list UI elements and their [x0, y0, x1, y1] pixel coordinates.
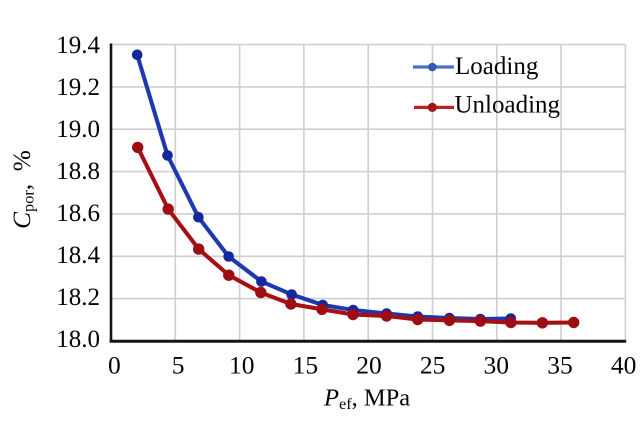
svg-text:15: 15 — [293, 351, 319, 380]
svg-text:18.6: 18.6 — [56, 200, 100, 227]
svg-text:40: 40 — [611, 351, 637, 380]
svg-text:18.4: 18.4 — [56, 242, 100, 269]
svg-text:18.0: 18.0 — [56, 326, 100, 353]
svg-text:Pef, MPa: Pef, MPa — [323, 385, 410, 414]
svg-text:18.8: 18.8 — [56, 158, 100, 185]
svg-text:0: 0 — [108, 351, 121, 380]
svg-text:Unloading: Unloading — [455, 92, 561, 119]
svg-text:Cpor, %: Cpor, % — [8, 150, 38, 229]
svg-text:35: 35 — [547, 351, 573, 380]
svg-text:30: 30 — [484, 351, 510, 380]
svg-text:20: 20 — [356, 351, 382, 380]
svg-text:18.2: 18.2 — [56, 284, 100, 311]
svg-text:Loading: Loading — [455, 53, 539, 80]
svg-text:19.0: 19.0 — [56, 116, 100, 143]
svg-text:19.2: 19.2 — [56, 74, 100, 101]
svg-text:5: 5 — [172, 351, 185, 380]
svg-text:19.4: 19.4 — [56, 32, 100, 59]
svg-text:10: 10 — [229, 351, 255, 380]
svg-text:25: 25 — [420, 351, 446, 380]
